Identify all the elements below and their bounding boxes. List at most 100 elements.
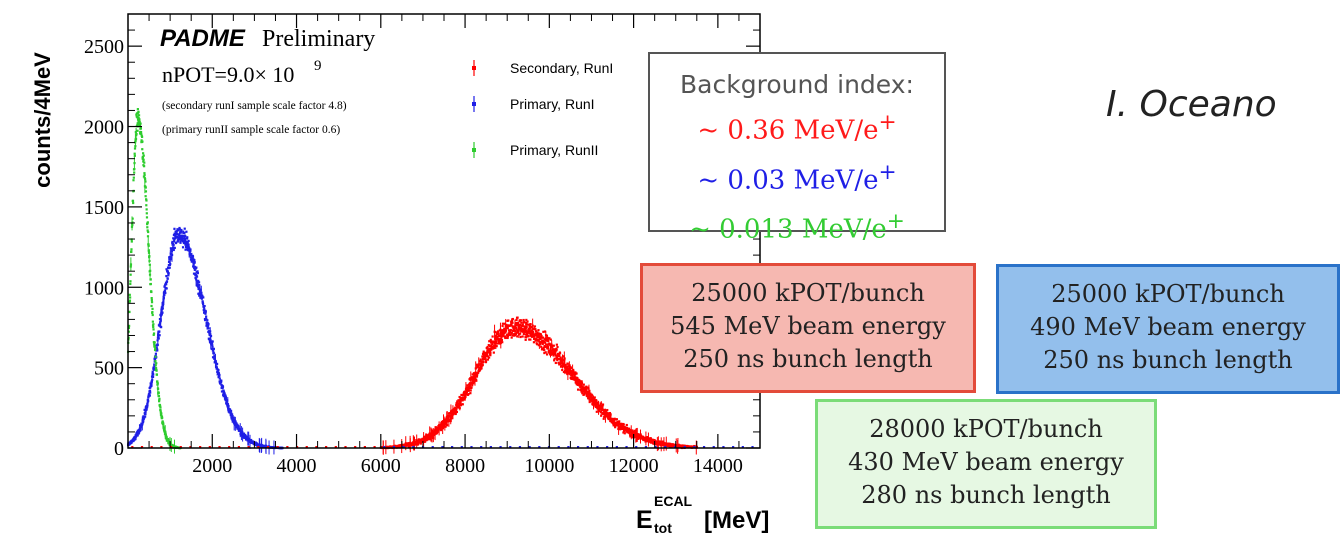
data-point <box>174 233 177 236</box>
data-point <box>588 397 591 400</box>
data-point <box>527 335 530 338</box>
data-point <box>609 419 612 423</box>
data-point <box>138 120 141 123</box>
data-point <box>155 362 158 365</box>
data-point <box>525 318 528 322</box>
data-point <box>523 325 526 329</box>
data-point <box>518 326 521 329</box>
data-point <box>204 312 207 315</box>
data-point <box>144 412 147 416</box>
data-point <box>402 446 405 449</box>
data-point <box>193 258 196 262</box>
data-point <box>561 368 564 372</box>
data-point <box>173 246 176 250</box>
data-point <box>484 358 487 361</box>
data-point <box>178 226 181 230</box>
data-point <box>138 118 141 121</box>
data-point <box>127 326 131 330</box>
data-point <box>196 281 199 284</box>
data-point <box>510 323 513 326</box>
data-point <box>516 323 519 326</box>
data-point <box>174 234 177 238</box>
data-point <box>534 328 537 331</box>
data-point <box>157 391 160 394</box>
data-point <box>480 367 483 370</box>
data-point <box>160 412 163 415</box>
data-point <box>546 347 549 350</box>
data-point <box>539 336 542 339</box>
data-point <box>189 249 192 253</box>
data-point <box>168 266 171 269</box>
data-point <box>475 375 479 378</box>
data-point <box>582 383 585 386</box>
data-point <box>140 135 144 138</box>
condition-line: 250 ns bunch length <box>1043 346 1293 374</box>
data-point <box>538 333 541 336</box>
data-point <box>524 338 527 341</box>
data-point <box>143 173 146 177</box>
data-point <box>603 415 606 418</box>
data-point <box>693 446 696 449</box>
data-point <box>493 344 496 347</box>
data-point <box>165 274 168 278</box>
data-point <box>143 161 146 164</box>
data-point <box>230 413 234 416</box>
data-point <box>503 335 507 338</box>
data-point <box>546 336 549 339</box>
data-point <box>221 386 224 389</box>
condition-line: 28000 kPOT/bunch <box>869 415 1103 443</box>
data-point <box>156 380 159 383</box>
data-point <box>141 420 145 423</box>
data-point <box>150 299 153 302</box>
data-point <box>478 366 481 369</box>
data-point <box>575 372 578 375</box>
data-point <box>515 324 518 327</box>
data-point <box>524 336 527 339</box>
data-point <box>165 280 169 283</box>
data-point <box>500 338 504 341</box>
data-point <box>139 122 142 125</box>
data-point <box>470 386 473 389</box>
data-point <box>202 296 205 299</box>
data-point <box>511 334 514 337</box>
data-point <box>137 431 141 434</box>
data-point <box>153 348 157 352</box>
data-point <box>173 238 176 241</box>
data-point <box>559 356 562 359</box>
data-point <box>491 335 494 338</box>
data-point <box>146 398 150 402</box>
data-point <box>651 438 654 441</box>
data-point <box>426 438 430 441</box>
data-point <box>463 398 466 401</box>
data-point <box>153 363 156 366</box>
data-point <box>136 123 139 126</box>
data-point <box>543 330 547 333</box>
data-point <box>519 328 522 331</box>
data-point <box>166 277 169 280</box>
data-point <box>575 379 578 382</box>
data-point <box>189 446 192 449</box>
data-point <box>593 398 596 401</box>
data-point <box>454 411 457 414</box>
data-point <box>192 272 196 275</box>
data-point <box>140 134 143 137</box>
data-point <box>162 423 165 426</box>
data-point <box>542 346 545 349</box>
data-point <box>484 360 488 363</box>
data-point <box>519 332 522 335</box>
data-point <box>536 332 539 335</box>
data-point <box>133 152 136 155</box>
data-point <box>171 240 174 244</box>
experiment-name: PADME <box>160 25 246 52</box>
data-point <box>152 368 156 371</box>
data-point <box>460 403 463 406</box>
data-point <box>608 411 612 415</box>
data-point <box>144 178 147 181</box>
data-point <box>463 390 466 393</box>
data-point <box>491 342 494 346</box>
data-point <box>494 342 497 345</box>
data-point <box>138 132 142 135</box>
data-point <box>578 381 582 385</box>
data-point <box>722 446 725 449</box>
data-point <box>615 446 618 449</box>
